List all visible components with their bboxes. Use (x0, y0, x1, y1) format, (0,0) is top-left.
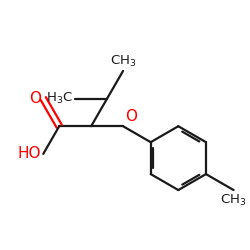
Text: O: O (126, 109, 138, 124)
Text: CH$_3$: CH$_3$ (220, 192, 247, 208)
Text: CH$_3$: CH$_3$ (110, 54, 136, 68)
Text: H$_3$C: H$_3$C (46, 91, 73, 106)
Text: HO: HO (17, 146, 41, 161)
Text: O: O (29, 91, 41, 106)
